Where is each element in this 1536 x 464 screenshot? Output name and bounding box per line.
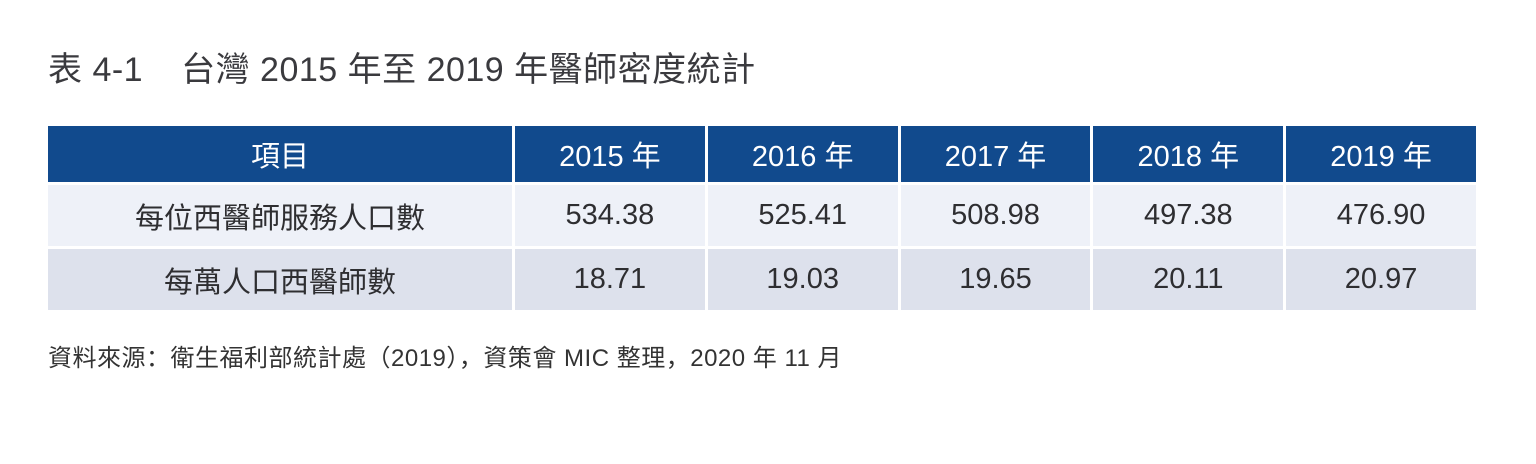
physician-density-table: 項目 2015 年 2016 年 2017 年 2018 年 2019 年 每位… bbox=[45, 123, 1479, 313]
cell-value-2017: 508.98 bbox=[900, 185, 1091, 246]
column-header-item: 項目 bbox=[48, 126, 512, 182]
source-note: 資料來源：衛生福利部統計處（2019），資策會 MIC 整理，2020 年 11… bbox=[48, 345, 843, 372]
cell-value-2016: 525.41 bbox=[707, 185, 898, 246]
cell-value-2019: 20.97 bbox=[1286, 249, 1476, 310]
row-label: 每位西醫師服務人口數 bbox=[48, 185, 512, 246]
table-caption: 表 4-1 台灣 2015 年至 2019 年醫師密度統計 bbox=[48, 42, 1488, 91]
cell-value-2019: 476.90 bbox=[1286, 185, 1476, 246]
cell-value-2018: 497.38 bbox=[1093, 185, 1284, 246]
column-header-2017: 2017 年 bbox=[900, 126, 1091, 182]
row-label: 每萬人口西醫師數 bbox=[48, 249, 512, 310]
table-caption-number: 表 4-1 bbox=[48, 51, 144, 89]
table-row-population-per-physician: 每位西醫師服務人口數 534.38 525.41 508.98 497.38 4… bbox=[48, 185, 1476, 246]
cell-value-2018: 20.11 bbox=[1093, 249, 1284, 310]
column-header-2018: 2018 年 bbox=[1093, 126, 1284, 182]
cell-value-2017: 19.65 bbox=[900, 249, 1091, 310]
column-header-2019: 2019 年 bbox=[1286, 126, 1476, 182]
table-header-row: 項目 2015 年 2016 年 2017 年 2018 年 2019 年 bbox=[48, 126, 1476, 182]
cell-value-2015: 18.71 bbox=[515, 249, 705, 310]
cell-value-2015: 534.38 bbox=[515, 185, 705, 246]
cell-value-2016: 19.03 bbox=[707, 249, 898, 310]
column-header-2016: 2016 年 bbox=[707, 126, 898, 182]
table-row-physicians-per-10k: 每萬人口西醫師數 18.71 19.03 19.65 20.11 20.97 bbox=[48, 249, 1476, 310]
table-caption-text: 台灣 2015 年至 2019 年醫師密度統計 bbox=[181, 51, 756, 89]
column-header-2015: 2015 年 bbox=[515, 126, 705, 182]
